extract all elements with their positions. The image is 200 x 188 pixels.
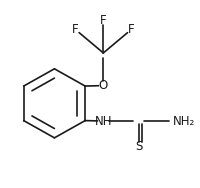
Text: F: F <box>72 23 79 36</box>
Text: F: F <box>128 23 134 36</box>
Text: O: O <box>99 79 108 92</box>
Text: S: S <box>135 140 143 153</box>
Text: F: F <box>100 14 107 27</box>
Text: NH₂: NH₂ <box>173 114 196 128</box>
Text: NH: NH <box>95 114 112 128</box>
